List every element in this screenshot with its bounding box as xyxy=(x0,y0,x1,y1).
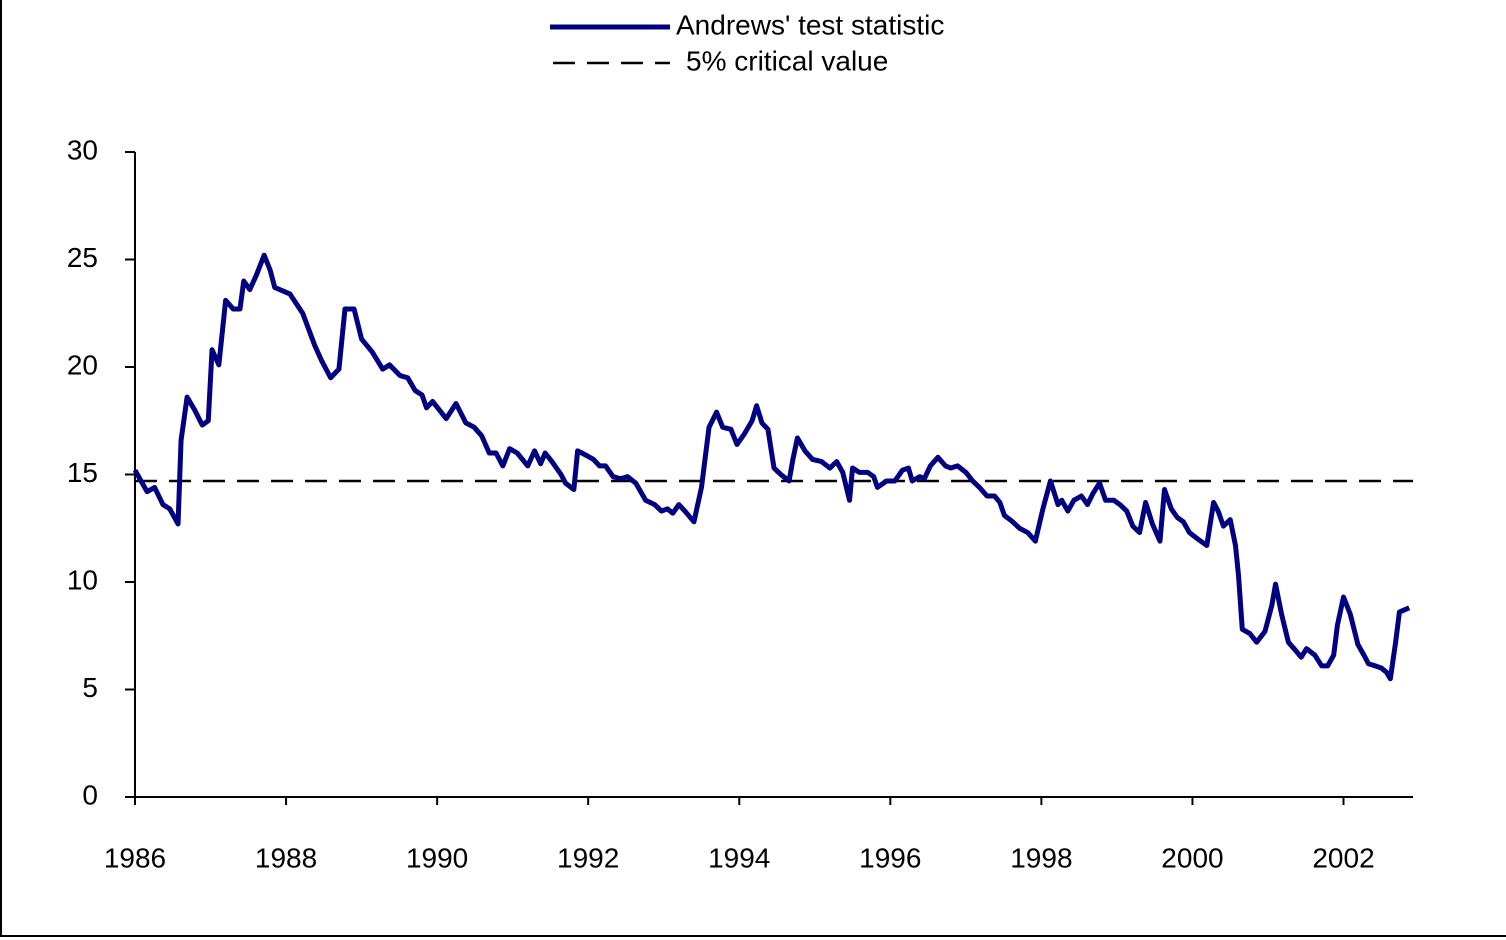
x-tick-label: 1990 xyxy=(406,842,468,873)
y-tick-label: 25 xyxy=(67,242,98,273)
y-tick-label: 15 xyxy=(67,457,98,488)
y-tick-label: 5 xyxy=(82,672,98,703)
legend-label: Andrews' test statistic xyxy=(676,9,944,40)
x-tick-label: 1994 xyxy=(708,842,770,873)
y-tick-label: 20 xyxy=(67,349,98,380)
y-tick-label: 10 xyxy=(67,564,98,595)
x-tick-label: 2000 xyxy=(1161,842,1223,873)
y-tick-label: 0 xyxy=(82,779,98,810)
y-tick-label: 30 xyxy=(67,134,98,165)
x-tick-label: 1988 xyxy=(255,842,317,873)
x-tick-label: 1986 xyxy=(104,842,166,873)
series-line xyxy=(132,252,1411,682)
x-tick-label: 2002 xyxy=(1312,842,1374,873)
x-tick-label: 1998 xyxy=(1010,842,1072,873)
x-tick-label: 1992 xyxy=(557,842,619,873)
x-tick-label: 1996 xyxy=(859,842,921,873)
legend-label: 5% critical value xyxy=(686,45,888,76)
